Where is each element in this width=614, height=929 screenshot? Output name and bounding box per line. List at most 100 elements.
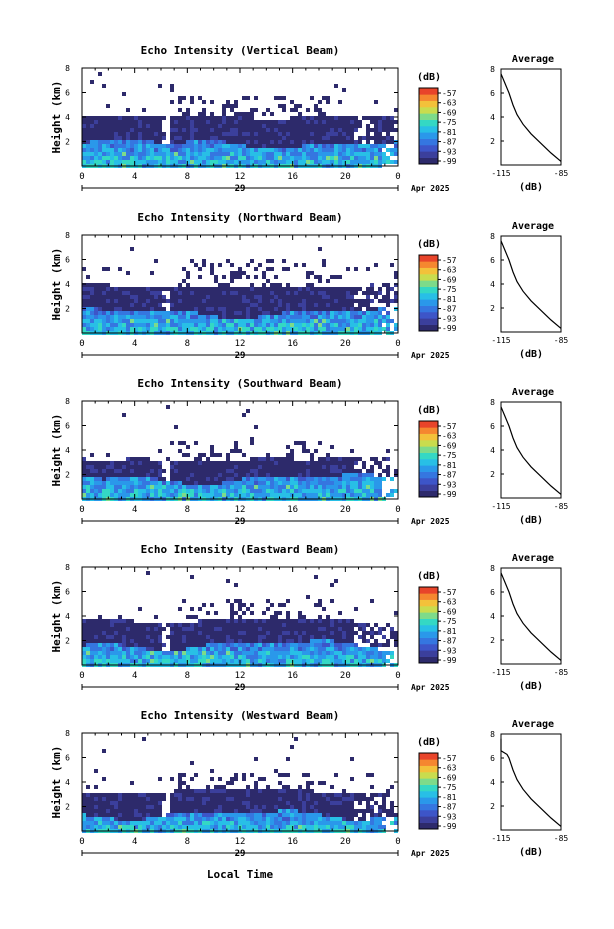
heatmap-cell — [174, 797, 178, 801]
heatmap-cell — [214, 156, 218, 160]
heatmap-cell — [258, 477, 262, 481]
x-tick-label: 0 — [79, 505, 84, 515]
heatmap-cell — [246, 132, 250, 136]
heatmap-cell — [106, 805, 110, 809]
heatmap-cell — [142, 801, 146, 805]
colorbar-segment — [419, 587, 438, 594]
heatmap-cell — [150, 655, 154, 659]
heatmap-cell — [246, 785, 250, 789]
heatmap-cell — [374, 623, 378, 627]
heatmap-cell — [250, 116, 254, 120]
heatmap-cell — [314, 489, 318, 493]
heatmap-cell — [286, 327, 290, 331]
heatmap-cell — [394, 144, 398, 148]
profile-y-tick-label: 4 — [490, 446, 495, 455]
heatmap-cell — [246, 817, 250, 821]
heatmap-cell — [86, 485, 90, 489]
heatmap-cell — [322, 651, 326, 655]
heatmap-cell — [182, 773, 186, 777]
heatmap-cell — [130, 635, 134, 639]
heatmap-cell — [110, 797, 114, 801]
heatmap-cell — [94, 128, 98, 132]
heatmap-cell — [222, 623, 226, 627]
heatmap-cell — [178, 441, 182, 445]
heatmap-cell — [82, 821, 86, 825]
heatmap-cell — [266, 299, 270, 303]
heatmap-cell — [334, 311, 338, 315]
heatmap-cell — [118, 148, 122, 152]
heatmap-cell — [202, 623, 206, 627]
heatmap-cell — [206, 287, 210, 291]
heatmap-cell — [122, 793, 126, 797]
heatmap-cell — [202, 259, 206, 263]
heatmap-cell — [286, 485, 290, 489]
heatmap-cell — [242, 639, 246, 643]
heatmap-cell — [86, 295, 90, 299]
heatmap-cell — [318, 647, 322, 651]
heatmap-cell — [282, 623, 286, 627]
heatmap-cell — [334, 287, 338, 291]
heatmap-cell — [386, 148, 390, 152]
heatmap-cell — [210, 100, 214, 104]
heatmap-cell — [190, 809, 194, 813]
heatmap-cell — [374, 659, 378, 663]
heatmap-cell — [298, 469, 302, 473]
heatmap-cell — [254, 651, 258, 655]
heatmap-cell — [86, 291, 90, 295]
colorbar-tick-label: -69 — [442, 275, 457, 284]
heatmap-cell — [158, 473, 162, 477]
heatmap-cell — [354, 489, 358, 493]
heatmap-cell — [254, 108, 258, 112]
heatmap-cell — [322, 623, 326, 627]
heatmap-cell — [338, 465, 342, 469]
heatmap-cell — [370, 647, 374, 651]
heatmap-cell — [198, 635, 202, 639]
heatmap-cell — [334, 647, 338, 651]
heatmap-cell — [150, 825, 154, 829]
heatmap-cell — [82, 793, 86, 797]
heatmap-cell — [322, 457, 326, 461]
heatmap-cell — [314, 116, 318, 120]
heatmap-cell — [330, 469, 334, 473]
colorbar-tick-label: -57 — [442, 422, 457, 431]
heatmap-cell — [358, 140, 362, 144]
heatmap-cell — [230, 659, 234, 663]
heatmap-cell — [214, 659, 218, 663]
heatmap-cell — [114, 148, 118, 152]
heatmap-cell — [374, 116, 378, 120]
heatmap-cell — [258, 295, 262, 299]
heatmap-cell — [286, 323, 290, 327]
heatmap-cell — [226, 152, 230, 156]
heatmap-cell — [86, 623, 90, 627]
heatmap-cell — [230, 323, 234, 327]
heatmap-cell — [230, 303, 234, 307]
heatmap-cell — [302, 441, 306, 445]
heatmap-cell — [358, 469, 362, 473]
heatmap-cell — [286, 651, 290, 655]
heatmap-cell — [330, 116, 334, 120]
heatmap-cell — [390, 493, 394, 497]
heatmap-cell — [362, 623, 366, 627]
heatmap-cell — [230, 789, 234, 793]
heatmap-cell — [218, 132, 222, 136]
heatmap-cell — [350, 485, 354, 489]
heatmap-cell — [310, 311, 314, 315]
heatmap-cell — [158, 311, 162, 315]
heatmap-cell — [270, 489, 274, 493]
heatmap-cell — [322, 473, 326, 477]
heatmap-cell — [214, 785, 218, 789]
heatmap-cell — [182, 132, 186, 136]
heatmap-cell — [122, 144, 126, 148]
heatmap-cell — [110, 144, 114, 148]
heatmap-cell — [294, 108, 298, 112]
heatmap-cell — [266, 651, 270, 655]
heatmap-cell — [294, 481, 298, 485]
heatmap-cell — [342, 315, 346, 319]
heatmap-cell — [170, 655, 174, 659]
heatmap-cell — [330, 299, 334, 303]
heatmap-cell — [286, 461, 290, 465]
heatmap-cell — [230, 813, 234, 817]
heatmap-cell — [318, 485, 322, 489]
heatmap-cell — [182, 485, 186, 489]
heatmap-cell — [362, 116, 366, 120]
